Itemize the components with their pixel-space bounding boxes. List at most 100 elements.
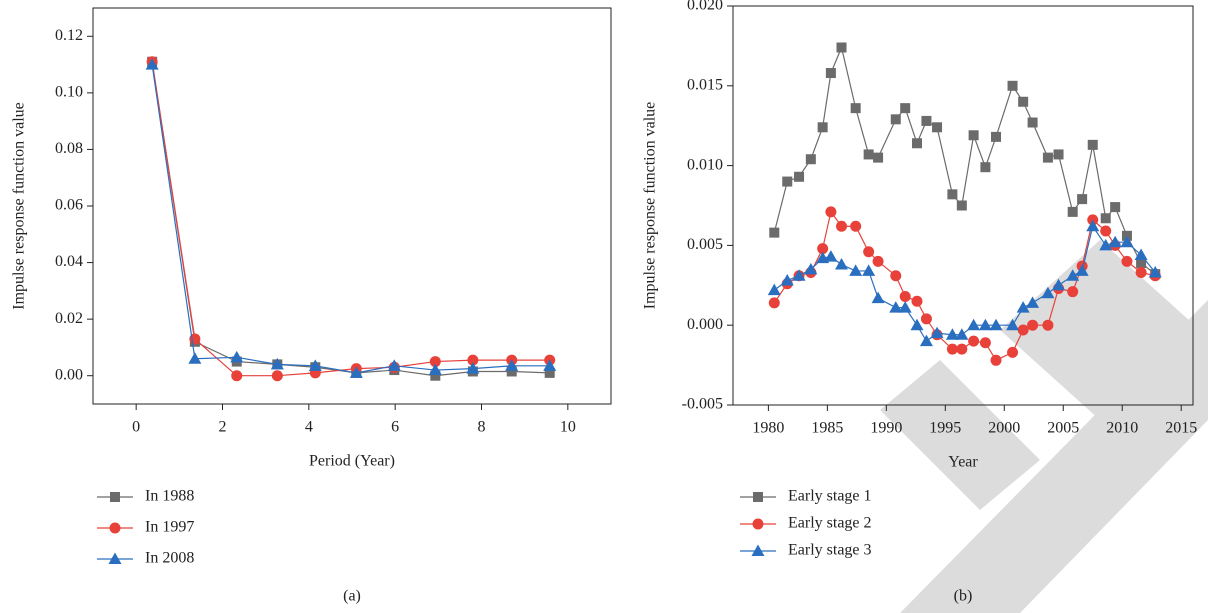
marker-square bbox=[430, 370, 441, 381]
marker-triangle bbox=[849, 264, 863, 276]
marker-triangle bbox=[792, 269, 806, 281]
x-tick-label: 2010 bbox=[1106, 420, 1138, 437]
caption: (a) bbox=[343, 588, 361, 605]
marker-triangle bbox=[989, 318, 1003, 331]
marker-square bbox=[1018, 96, 1029, 107]
watermark-stripe bbox=[1000, 240, 1200, 420]
marker-circle bbox=[863, 246, 875, 258]
y-tick-label: -0.005 bbox=[682, 396, 723, 413]
marker-circle bbox=[946, 343, 958, 355]
legend-marker bbox=[110, 492, 120, 502]
marker-triangle bbox=[1134, 248, 1148, 260]
marker-square bbox=[1136, 257, 1147, 268]
x-tick-label: 4 bbox=[305, 419, 313, 436]
y-tick-label: 0.06 bbox=[55, 197, 83, 214]
marker-triangle bbox=[230, 350, 244, 363]
marker-square bbox=[1077, 194, 1088, 205]
y-tick-label: 0.12 bbox=[55, 27, 83, 44]
marker-triangle bbox=[945, 328, 959, 340]
marker-triangle bbox=[428, 363, 442, 376]
x-tick-label: 2005 bbox=[1047, 420, 1079, 437]
x-axis-title: Period (Year) bbox=[309, 453, 395, 470]
marker-square bbox=[873, 152, 884, 163]
marker-square bbox=[912, 138, 922, 149]
marker-square bbox=[825, 68, 836, 79]
series-line bbox=[151, 61, 550, 377]
x-tick-label: 10 bbox=[560, 419, 576, 436]
marker-circle bbox=[1100, 225, 1112, 237]
marker-triangle bbox=[889, 301, 903, 313]
y-tick-label: 0.000 bbox=[687, 316, 723, 333]
marker-square bbox=[836, 42, 847, 53]
watermark bbox=[880, 240, 1208, 613]
marker-triangle bbox=[1086, 219, 1100, 232]
marker-circle bbox=[920, 313, 932, 325]
marker-triangle bbox=[930, 326, 944, 339]
marker-triangle bbox=[349, 366, 363, 378]
marker-square bbox=[1027, 117, 1038, 128]
marker-circle bbox=[890, 270, 902, 282]
y-tick-label: 0.015 bbox=[687, 76, 723, 93]
marker-square bbox=[863, 149, 874, 160]
marker-square bbox=[1067, 206, 1078, 217]
marker-circle bbox=[825, 206, 837, 218]
marker-triangle bbox=[1006, 318, 1020, 331]
y-tick-label: 0.08 bbox=[55, 140, 83, 157]
series-line bbox=[151, 64, 550, 374]
marker-triangle bbox=[505, 359, 519, 371]
legend-label: Early stage 1 bbox=[788, 488, 872, 505]
marker-square bbox=[1110, 202, 1121, 213]
y-tick-label: 0.020 bbox=[687, 0, 723, 14]
y-axis-title: Impulse response function value bbox=[11, 102, 28, 310]
marker-triangle bbox=[308, 359, 322, 371]
marker-triangle bbox=[466, 362, 480, 374]
legend-label: In 1997 bbox=[145, 519, 194, 536]
marker-triangle bbox=[824, 250, 838, 262]
marker-circle bbox=[968, 335, 980, 347]
marker-square bbox=[980, 162, 991, 173]
marker-circle bbox=[1017, 324, 1029, 336]
marker-square bbox=[1053, 149, 1064, 160]
marker-triangle bbox=[188, 352, 202, 364]
marker-square bbox=[850, 103, 861, 114]
marker-circle bbox=[979, 337, 991, 349]
marker-circle bbox=[1027, 319, 1039, 331]
marker-triangle bbox=[1108, 235, 1122, 248]
marker-triangle bbox=[910, 318, 924, 331]
series-line bbox=[773, 45, 1156, 275]
marker-circle bbox=[1135, 267, 1147, 279]
marker-triangle bbox=[978, 318, 992, 331]
marker-triangle bbox=[871, 291, 885, 304]
legend-marker bbox=[753, 492, 763, 502]
legend-marker bbox=[751, 544, 765, 556]
marker-circle bbox=[850, 220, 862, 232]
marker-circle bbox=[1067, 286, 1079, 298]
marker-square bbox=[794, 171, 805, 182]
y-tick-label: 0.010 bbox=[687, 156, 723, 173]
marker-triangle bbox=[1148, 266, 1162, 278]
marker-square bbox=[968, 130, 979, 141]
marker-circle bbox=[1042, 319, 1054, 331]
marker-square bbox=[506, 366, 517, 377]
marker-circle bbox=[1121, 255, 1133, 267]
marker-circle bbox=[271, 370, 283, 382]
legend-label: In 2008 bbox=[145, 550, 194, 567]
x-tick-label: 2 bbox=[219, 419, 227, 436]
legend-marker bbox=[752, 518, 764, 530]
x-tick-label: 1995 bbox=[929, 420, 961, 437]
marker-triangle bbox=[145, 58, 159, 70]
marker-triangle bbox=[387, 359, 401, 371]
marker-triangle bbox=[919, 334, 933, 347]
x-tick-label: 8 bbox=[478, 419, 486, 436]
marker-square bbox=[1042, 152, 1053, 163]
marker-triangle bbox=[898, 301, 912, 313]
x-tick-label: 2015 bbox=[1165, 420, 1197, 437]
x-tick-label: 0 bbox=[132, 419, 140, 436]
marker-square bbox=[900, 103, 911, 114]
marker-square bbox=[890, 114, 901, 125]
marker-square bbox=[991, 131, 1002, 142]
x-tick-label: 2000 bbox=[988, 420, 1020, 437]
marker-triangle bbox=[1016, 301, 1030, 313]
marker-triangle bbox=[1075, 264, 1089, 276]
